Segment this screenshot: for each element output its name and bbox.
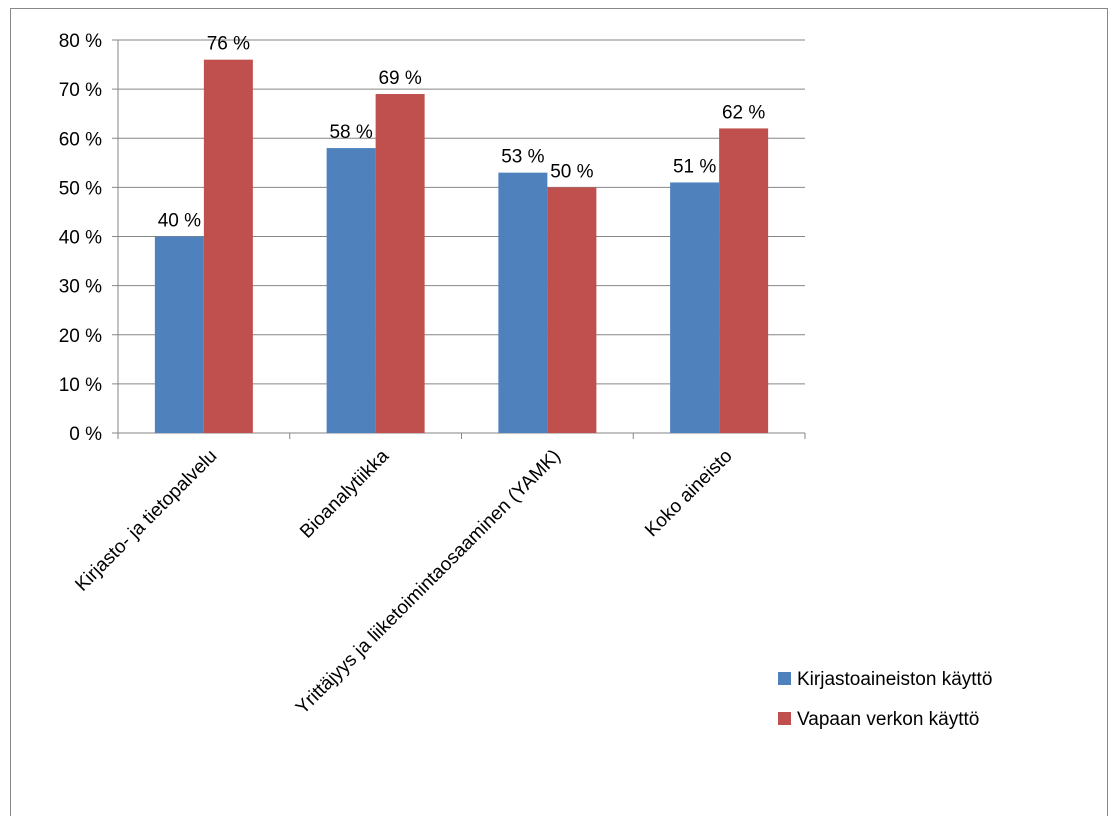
y-tick-label: 30 % [59, 277, 102, 298]
bar [154, 236, 204, 433]
data-label: 58 % [329, 122, 372, 143]
y-tick-label: 20 % [59, 326, 102, 347]
y-tick-label: 50 % [59, 178, 102, 199]
bar [719, 128, 769, 434]
bar [498, 172, 548, 433]
data-label: 62 % [722, 102, 765, 123]
legend-label: Kirjastoaineiston käyttö [797, 669, 992, 690]
legend-label: Vapaan verkon käyttö [797, 709, 979, 730]
category-label: Koko aineisto [641, 446, 737, 542]
legend-swatch [778, 712, 791, 725]
bar [670, 182, 720, 433]
bar [375, 94, 425, 433]
legend-swatch [778, 672, 791, 685]
data-label: 53 % [501, 147, 544, 168]
chart-frame [10, 8, 1108, 816]
data-label: 69 % [378, 68, 421, 89]
category-label: Yrittäjyys ja liiketoimintaosaaminen (YA… [292, 446, 565, 719]
data-label: 40 % [158, 211, 201, 232]
y-tick-label: 40 % [59, 228, 102, 249]
y-tick-label: 0 % [69, 424, 102, 445]
bar [203, 59, 253, 434]
data-label: 51 % [673, 156, 716, 177]
category-label: Bioanalytiikka [296, 445, 393, 542]
category-label: Kirjasto- ja tietopalvelu [71, 446, 221, 596]
y-tick-label: 80 % [59, 31, 102, 52]
data-label: 50 % [550, 161, 593, 182]
bar [547, 187, 597, 433]
y-tick-label: 60 % [59, 129, 102, 150]
bar [326, 148, 376, 433]
y-tick-label: 70 % [59, 80, 102, 101]
y-tick-label: 10 % [59, 375, 102, 396]
data-label: 76 % [207, 34, 250, 55]
